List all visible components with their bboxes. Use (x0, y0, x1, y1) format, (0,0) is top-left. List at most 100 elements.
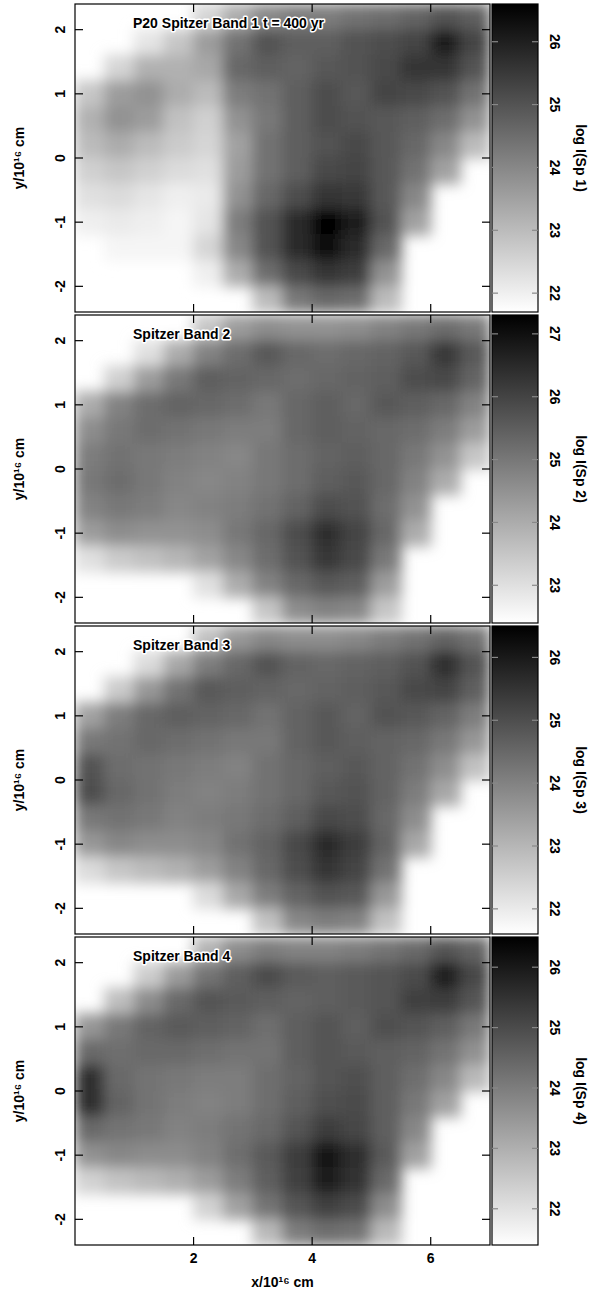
cell (134, 1014, 165, 1041)
cell (312, 597, 343, 623)
cell (282, 805, 313, 832)
cell (430, 469, 461, 496)
cell (223, 443, 254, 470)
colorbar-tick (492, 1148, 498, 1149)
cell (312, 754, 343, 781)
cell (223, 882, 254, 909)
colorbar: 2324252627log I(Sp 2) (492, 315, 589, 623)
cell (312, 626, 343, 652)
cell (312, 158, 343, 185)
cell (75, 417, 105, 444)
colorbar-tick (492, 230, 498, 231)
cell (134, 494, 165, 521)
cell (252, 494, 283, 521)
cell (401, 831, 432, 858)
colorbar: 2223242526log I(Sp 3) (492, 626, 589, 934)
cell (223, 183, 254, 210)
cell (371, 235, 402, 262)
x-tick-label: 4 (308, 1250, 316, 1266)
cell (75, 494, 105, 521)
cell (193, 728, 224, 755)
cell (252, 55, 283, 82)
cell (401, 1039, 432, 1066)
cell (223, 703, 254, 730)
x-tick (430, 937, 431, 945)
y-tick (482, 93, 490, 94)
cell (252, 626, 283, 652)
cell (341, 937, 372, 963)
x-tick (312, 926, 313, 934)
cell (104, 1116, 135, 1143)
colorbar-tick-label: 23 (547, 1141, 563, 1157)
cell (341, 754, 372, 781)
cell (223, 677, 254, 704)
cell (312, 831, 343, 858)
cell (430, 1039, 461, 1066)
colorbar-tick-label: 24 (547, 1080, 563, 1096)
cell (252, 443, 283, 470)
cell (312, 469, 343, 496)
x-tick (430, 1237, 431, 1245)
cell (341, 831, 372, 858)
cell (371, 546, 402, 573)
colorbar-tick-label: 26 (547, 389, 563, 405)
colorbar-tick-label: 24 (547, 515, 563, 531)
cell (252, 315, 283, 341)
x-tick (430, 626, 431, 634)
cell (312, 315, 343, 341)
plot-area (75, 937, 490, 1245)
cell (401, 106, 432, 133)
cell (312, 1014, 343, 1041)
y-tick (75, 908, 83, 909)
cell (371, 1039, 402, 1066)
cell (252, 1168, 283, 1195)
cell (371, 209, 402, 236)
colorbar-tick-label: 27 (547, 326, 563, 342)
cell (104, 443, 135, 470)
cell (430, 366, 461, 393)
cell (104, 1091, 135, 1118)
cell (252, 1039, 283, 1066)
y-tick-label: 0 (52, 776, 68, 784)
cell (371, 81, 402, 108)
cell (341, 908, 372, 934)
cell (341, 805, 372, 832)
colorbar-scale (492, 937, 538, 1245)
y-tick (75, 29, 83, 30)
colorbar-tick-label: 24 (547, 775, 563, 791)
cell (193, 754, 224, 781)
cell (134, 29, 165, 56)
cell (371, 1168, 402, 1195)
cell (223, 805, 254, 832)
x-tick (193, 615, 194, 623)
colorbar-tick-label: 24 (547, 160, 563, 176)
cell (282, 597, 313, 623)
cell (460, 703, 490, 730)
y-tick (75, 404, 83, 405)
cell (282, 1193, 313, 1220)
cell (134, 1142, 165, 1169)
cell (134, 1065, 165, 1092)
colorbar-tick-label: 26 (547, 650, 563, 666)
x-tick (193, 315, 194, 323)
frame (75, 4, 490, 312)
cell (460, 81, 490, 108)
cell (134, 392, 165, 419)
cell (312, 988, 343, 1015)
cell (163, 235, 194, 262)
cell (163, 340, 194, 367)
colorbar-tick (532, 293, 538, 294)
cell (312, 106, 343, 133)
cell (312, 81, 343, 108)
cell (163, 754, 194, 781)
cell (341, 677, 372, 704)
cell (163, 962, 194, 989)
y-tick (482, 222, 490, 223)
cell (282, 908, 313, 934)
cell (460, 988, 490, 1015)
colorbar-tick (532, 1148, 538, 1149)
panel: -2-1012y/10¹⁶ cmSpitzer Band 22324252627… (11, 315, 589, 624)
cell (134, 1116, 165, 1143)
cell (104, 780, 135, 807)
cell (312, 937, 343, 963)
